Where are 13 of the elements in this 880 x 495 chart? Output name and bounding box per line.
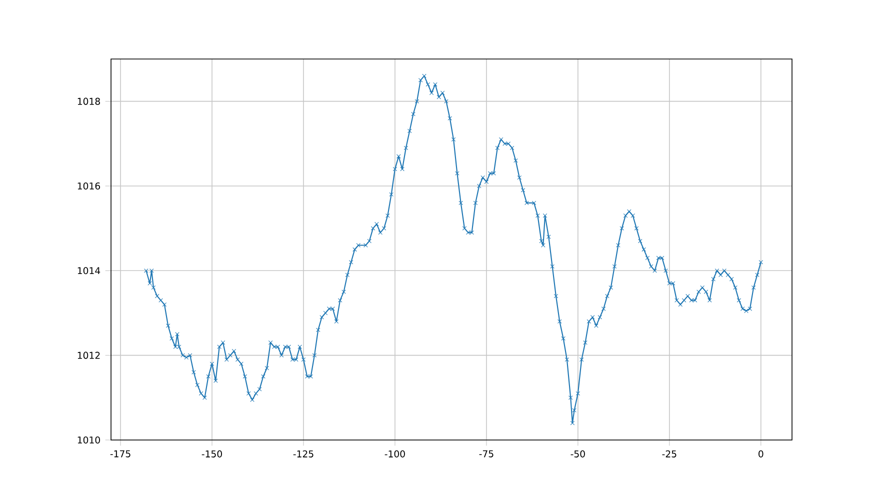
y-tick-label: 1016: [78, 182, 100, 190]
x-tick-label: -50: [570, 450, 585, 458]
x-tick-label: -150: [202, 450, 222, 458]
x-tick-label: -25: [662, 450, 676, 458]
y-tick-label: 1018: [78, 98, 100, 105]
y-tick-label: 1014: [78, 267, 100, 274]
y-tick-label: 1012: [78, 352, 100, 359]
x-tick-label: -100: [384, 450, 405, 458]
y-tick-label: 1010: [78, 436, 100, 444]
x-tick-label: 0: [758, 450, 764, 458]
x-tick-label: -125: [293, 450, 314, 458]
x-tick-label: -75: [479, 450, 494, 458]
x-tick-label: -175: [110, 450, 130, 458]
